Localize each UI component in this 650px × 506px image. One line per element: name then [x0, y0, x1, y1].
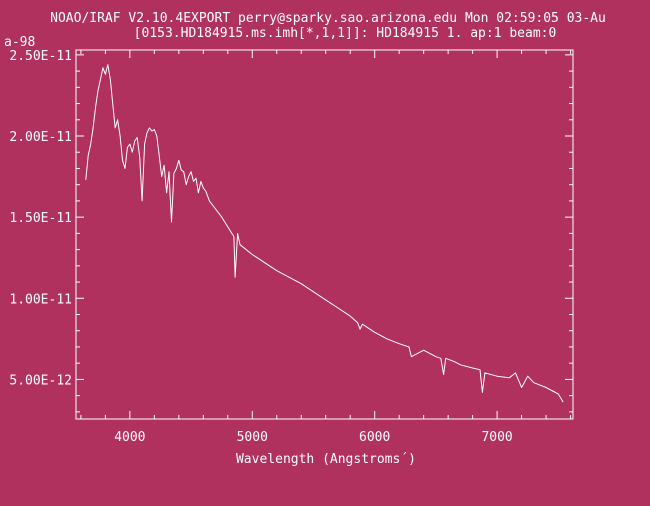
- y-tick-label: 2.50E-11: [9, 49, 72, 64]
- x-tick-label: 5000: [237, 430, 268, 445]
- axis-ticks: 4000 5000 6000 7000 5.00E-12 1.00E-11 1.50E-11…: [9, 49, 573, 445]
- x-tick-label: 7000: [481, 430, 512, 445]
- plot-header-line1: NOAO/IRAF V2.10.4EXPORT perry@sparky.sao…: [50, 11, 606, 26]
- y-tick-label: 5.00E-12: [9, 373, 72, 388]
- y-tick-label: 2.00E-11: [9, 130, 72, 145]
- x-axis-label: Wavelength (Angstroms´): [236, 452, 416, 467]
- plot-frame: [75, 49, 574, 420]
- series-group: [85, 64, 564, 403]
- x-tick-label: 6000: [359, 430, 390, 445]
- corner-label: a-98: [4, 35, 35, 50]
- x-tick-label: 4000: [114, 430, 145, 445]
- plot-header-line2: [0153.HD184915.ms.imh[*,1,1]]: HD184915 …: [134, 26, 557, 41]
- y-tick-label: 1.00E-11: [9, 292, 72, 307]
- y-tick-label: 1.50E-11: [9, 211, 72, 226]
- spectrum-line: [85, 64, 564, 403]
